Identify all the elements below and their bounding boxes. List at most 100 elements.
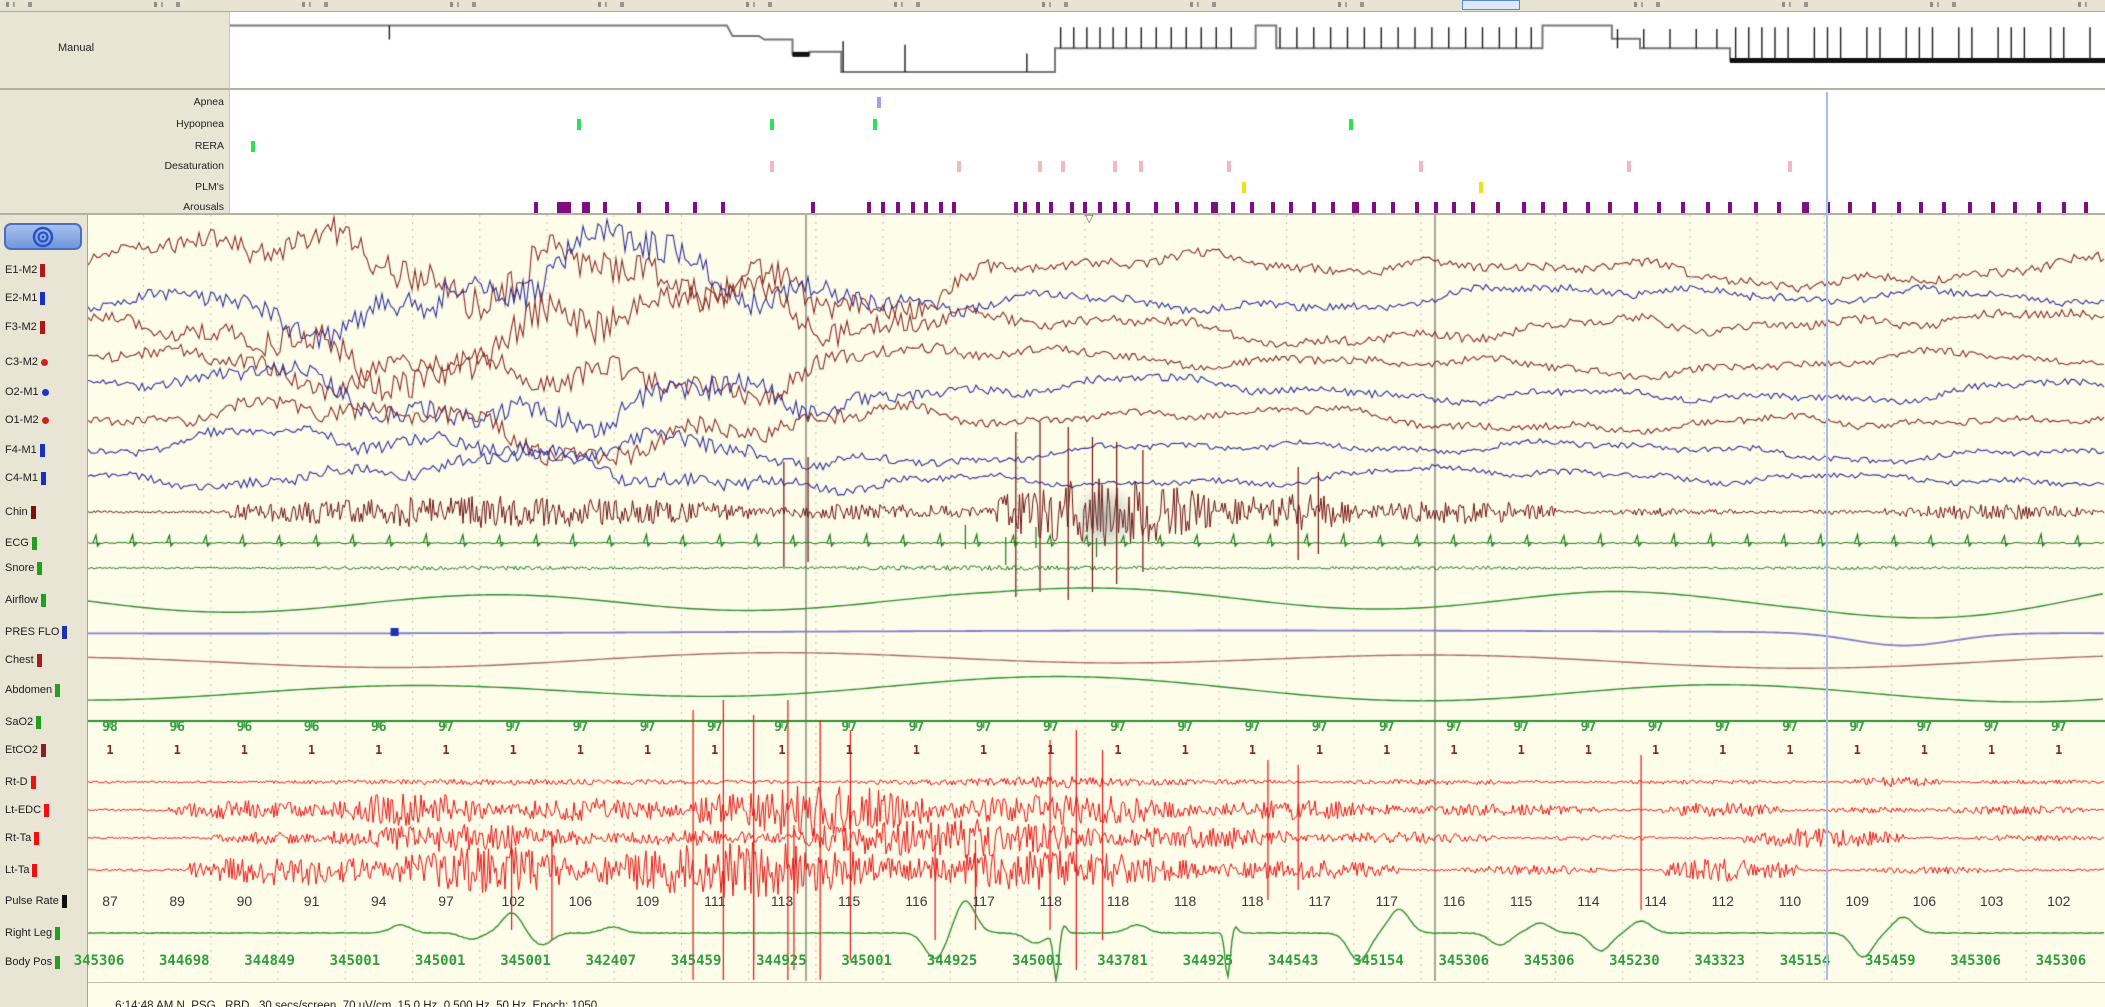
channel-label-right-leg[interactable]: Right Leg <box>5 926 61 940</box>
event-mark-arousals[interactable] <box>1585 202 1590 213</box>
event-mark-arousals[interactable] <box>1754 202 1759 213</box>
event-mark-arousals[interactable] <box>1495 202 1500 213</box>
event-mark-hypopnea[interactable] <box>769 119 774 130</box>
event-mark-arousals[interactable] <box>867 202 872 213</box>
event-mark-arousals[interactable] <box>1231 202 1236 213</box>
event-mark-desaturation[interactable] <box>769 161 774 172</box>
event-mark-arousals[interactable] <box>1776 202 1781 213</box>
view-options-button[interactable] <box>4 223 82 250</box>
channel-label-snore[interactable]: Snore <box>5 561 43 575</box>
event-mark-arousals[interactable] <box>1433 202 1438 213</box>
event-mark-arousals[interactable] <box>1371 202 1376 213</box>
event-mark-arousals[interactable] <box>1801 202 1809 213</box>
channel-label-f4-m1[interactable]: F4-M1 <box>5 443 45 457</box>
event-mark-arousals[interactable] <box>811 202 816 213</box>
event-mark-arousals[interactable] <box>636 202 641 213</box>
event-mark-arousals[interactable] <box>2061 202 2066 213</box>
event-mark-hypopnea[interactable] <box>576 119 581 130</box>
event-mark-apnea[interactable] <box>876 97 881 108</box>
event-mark-arousals[interactable] <box>1990 202 1995 213</box>
event-mark-arousals[interactable] <box>1896 202 1901 213</box>
event-mark-arousals[interactable] <box>1848 202 1852 213</box>
event-mark-arousals[interactable] <box>721 202 726 213</box>
event-mark-arousals[interactable] <box>1471 202 1476 213</box>
event-mark-arousals[interactable] <box>1919 202 1924 213</box>
channel-label-chin[interactable]: Chin <box>5 505 36 519</box>
event-mark-plm-s[interactable] <box>1478 182 1483 193</box>
epoch-marker-icon[interactable]: ▽ <box>1085 213 1094 225</box>
channel-label-f3-m2[interactable]: F3-M2 <box>5 320 45 334</box>
event-mark-arousals[interactable] <box>1656 202 1661 213</box>
event-mark-desaturation[interactable] <box>1139 161 1144 172</box>
event-mark-arousals[interactable] <box>910 202 915 213</box>
event-mark-arousals[interactable] <box>1083 202 1087 213</box>
event-mark-arousals[interactable] <box>1540 202 1545 213</box>
channel-label-e2-m1[interactable]: E2-M1 <box>5 291 46 305</box>
event-mark-arousals[interactable] <box>664 202 669 213</box>
channel-label-airflow[interactable]: Airflow <box>5 593 47 607</box>
channel-label-c3-m2[interactable]: C3-M2 <box>5 355 49 369</box>
event-mark-arousals[interactable] <box>1113 202 1117 213</box>
event-mark-rera[interactable] <box>250 141 255 152</box>
event-mark-arousals[interactable] <box>923 202 928 213</box>
event-mark-desaturation[interactable] <box>1626 161 1631 172</box>
channel-label-pres-flo[interactable]: PRES FLO <box>5 625 68 639</box>
channel-label-e1-m2[interactable]: E1-M2 <box>5 263 46 277</box>
event-mark-arousals[interactable] <box>1705 202 1710 213</box>
event-mark-arousals[interactable] <box>1311 202 1316 213</box>
event-mark-arousals[interactable] <box>2084 202 2089 213</box>
event-mark-desaturation[interactable] <box>1788 161 1792 172</box>
event-mark-arousals[interactable] <box>1069 202 1074 213</box>
waveform-canvas[interactable] <box>88 215 2105 983</box>
channel-label-sao2[interactable]: SaO2 <box>5 715 42 729</box>
event-mark-arousals[interactable] <box>895 202 900 213</box>
event-mark-arousals[interactable] <box>1270 202 1275 213</box>
event-mark-arousals[interactable] <box>1941 202 1946 213</box>
event-mark-desaturation[interactable] <box>1060 161 1065 172</box>
event-mark-arousals[interactable] <box>2037 202 2042 213</box>
channel-label-body-pos[interactable]: Body Pos <box>5 955 61 969</box>
top-toolbar[interactable] <box>0 0 2105 12</box>
event-mark-arousals[interactable] <box>556 202 571 213</box>
channel-label-lt-ta[interactable]: Lt-Ta <box>5 863 38 877</box>
event-mark-arousals[interactable] <box>1414 202 1419 213</box>
event-mark-desaturation[interactable] <box>1227 161 1232 172</box>
event-mark-arousals[interactable] <box>1330 202 1335 213</box>
event-mark-arousals[interactable] <box>582 202 591 213</box>
event-mark-arousals[interactable] <box>1174 202 1179 213</box>
event-mark-arousals[interactable] <box>1872 202 1877 213</box>
event-mark-arousals[interactable] <box>2013 202 2017 213</box>
event-mark-desaturation[interactable] <box>1038 161 1042 172</box>
event-mark-hypopnea[interactable] <box>873 119 877 130</box>
channel-label-o1-m2[interactable]: O1-M2 <box>5 413 49 427</box>
event-mark-arousals[interactable] <box>1193 202 1198 213</box>
event-mark-arousals[interactable] <box>1351 202 1359 213</box>
event-mark-arousals[interactable] <box>1563 202 1567 213</box>
channel-label-etco2[interactable]: EtCO2 <box>5 743 47 757</box>
event-mark-desaturation[interactable] <box>1418 161 1423 172</box>
event-mark-arousals[interactable] <box>1452 202 1457 213</box>
event-mark-arousals[interactable] <box>1210 202 1218 213</box>
event-mark-arousals[interactable] <box>951 202 956 213</box>
event-mark-arousals[interactable] <box>938 202 943 213</box>
event-mark-arousals[interactable] <box>1049 202 1054 213</box>
channel-label-ecg[interactable]: ECG <box>5 536 37 550</box>
event-mark-arousals[interactable] <box>1608 202 1612 213</box>
event-mark-arousals[interactable] <box>1036 202 1041 213</box>
event-mark-arousals[interactable] <box>1968 202 1972 213</box>
event-mark-arousals[interactable] <box>1249 202 1254 213</box>
event-mark-arousals[interactable] <box>1634 202 1639 213</box>
channel-label-rt-ta[interactable]: Rt-Ta <box>5 831 40 845</box>
channel-label-abdomen[interactable]: Abdomen <box>5 683 61 697</box>
event-mark-arousals[interactable] <box>1023 202 1027 213</box>
event-mark-arousals[interactable] <box>1681 202 1686 213</box>
channel-label-c4-m1[interactable]: C4-M1 <box>5 471 47 485</box>
event-mark-arousals[interactable] <box>1390 202 1395 213</box>
event-mark-arousals[interactable] <box>533 202 538 213</box>
event-mark-arousals[interactable] <box>693 202 697 213</box>
toolbar-active-item[interactable] <box>1462 0 1520 10</box>
event-mark-desaturation[interactable] <box>957 161 962 172</box>
event-mark-hypopnea[interactable] <box>1349 119 1354 130</box>
channel-label-pulse-rate[interactable]: Pulse Rate <box>5 894 67 908</box>
channel-label-lt-edc[interactable]: Lt-EDC <box>5 803 50 817</box>
